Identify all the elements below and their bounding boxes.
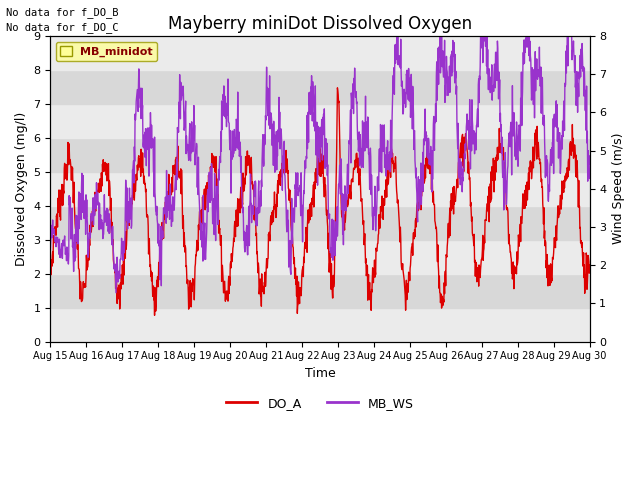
Bar bbox=[51, 274, 589, 308]
Bar bbox=[51, 172, 589, 206]
Legend: DO_A, MB_WS: DO_A, MB_WS bbox=[221, 392, 419, 415]
Bar bbox=[51, 70, 589, 104]
Bar bbox=[51, 308, 589, 342]
Bar bbox=[51, 36, 589, 70]
Y-axis label: Dissolved Oxygen (mg/l): Dissolved Oxygen (mg/l) bbox=[15, 112, 28, 266]
Text: No data for f_DO_B: No data for f_DO_B bbox=[6, 7, 119, 18]
X-axis label: Time: Time bbox=[305, 367, 335, 380]
Bar bbox=[51, 240, 589, 274]
Title: Mayberry miniDot Dissolved Oxygen: Mayberry miniDot Dissolved Oxygen bbox=[168, 15, 472, 33]
Bar bbox=[51, 104, 589, 138]
Bar bbox=[51, 138, 589, 172]
Y-axis label: Wind Speed (m/s): Wind Speed (m/s) bbox=[612, 133, 625, 244]
Text: No data for f_DO_C: No data for f_DO_C bbox=[6, 22, 119, 33]
Bar bbox=[51, 206, 589, 240]
